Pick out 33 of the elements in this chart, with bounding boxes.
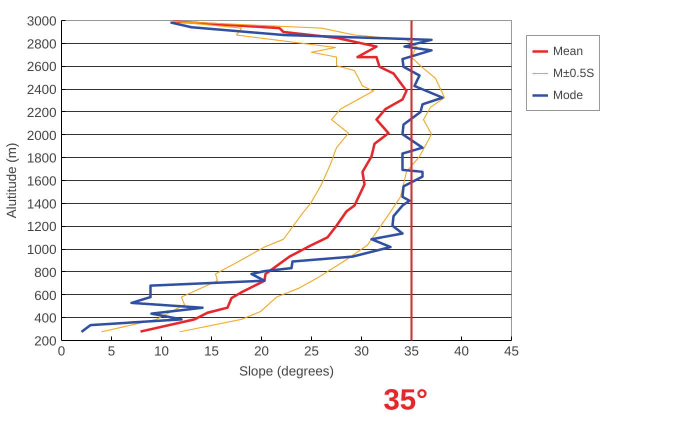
y-tick-label: 2400 <box>26 82 57 98</box>
y-tick-label: 2000 <box>26 128 57 143</box>
y-tick-label: 1000 <box>26 242 57 258</box>
x-tick-label: 5 <box>108 344 116 358</box>
y-tick-label: 400 <box>34 310 57 326</box>
x-tick-label: 45 <box>504 344 519 358</box>
x-tick-label: 35 <box>404 344 419 358</box>
x-tick-label: 10 <box>154 344 169 358</box>
y-tick-label: 1400 <box>26 196 57 212</box>
x-tick-label: 20 <box>254 344 269 358</box>
legend-label: Mean <box>553 44 584 58</box>
y-tick-label: 2600 <box>26 59 57 74</box>
y-tick-label: 2800 <box>26 36 57 52</box>
legend-label: Mode <box>553 88 584 102</box>
y-tick-label: 1800 <box>26 150 57 166</box>
x-tick-label: 40 <box>454 344 469 358</box>
line-series <box>139 20 408 333</box>
x-tick-label: 25 <box>304 344 319 358</box>
y-tick-label: 1200 <box>26 219 57 234</box>
y-tick-label: 3000 <box>26 14 57 28</box>
y-tick-label: 800 <box>34 264 57 280</box>
y-tick-label: 1600 <box>26 174 57 188</box>
ref-line-label: 35° <box>384 384 428 416</box>
x-tick-label: 15 <box>204 344 219 358</box>
legend-label: M±0.5S <box>553 66 594 80</box>
y-tick-label: 600 <box>34 288 57 303</box>
x-axis-title: Slope (degrees) <box>239 364 334 378</box>
line-series <box>80 21 444 334</box>
x-tick-label: 30 <box>354 344 369 358</box>
y-tick-label: 200 <box>34 334 57 348</box>
x-tick-label: 0 <box>58 344 66 358</box>
y-tick-label: 2200 <box>26 104 57 120</box>
y-axis-title: Alutitude (m) <box>4 142 19 218</box>
